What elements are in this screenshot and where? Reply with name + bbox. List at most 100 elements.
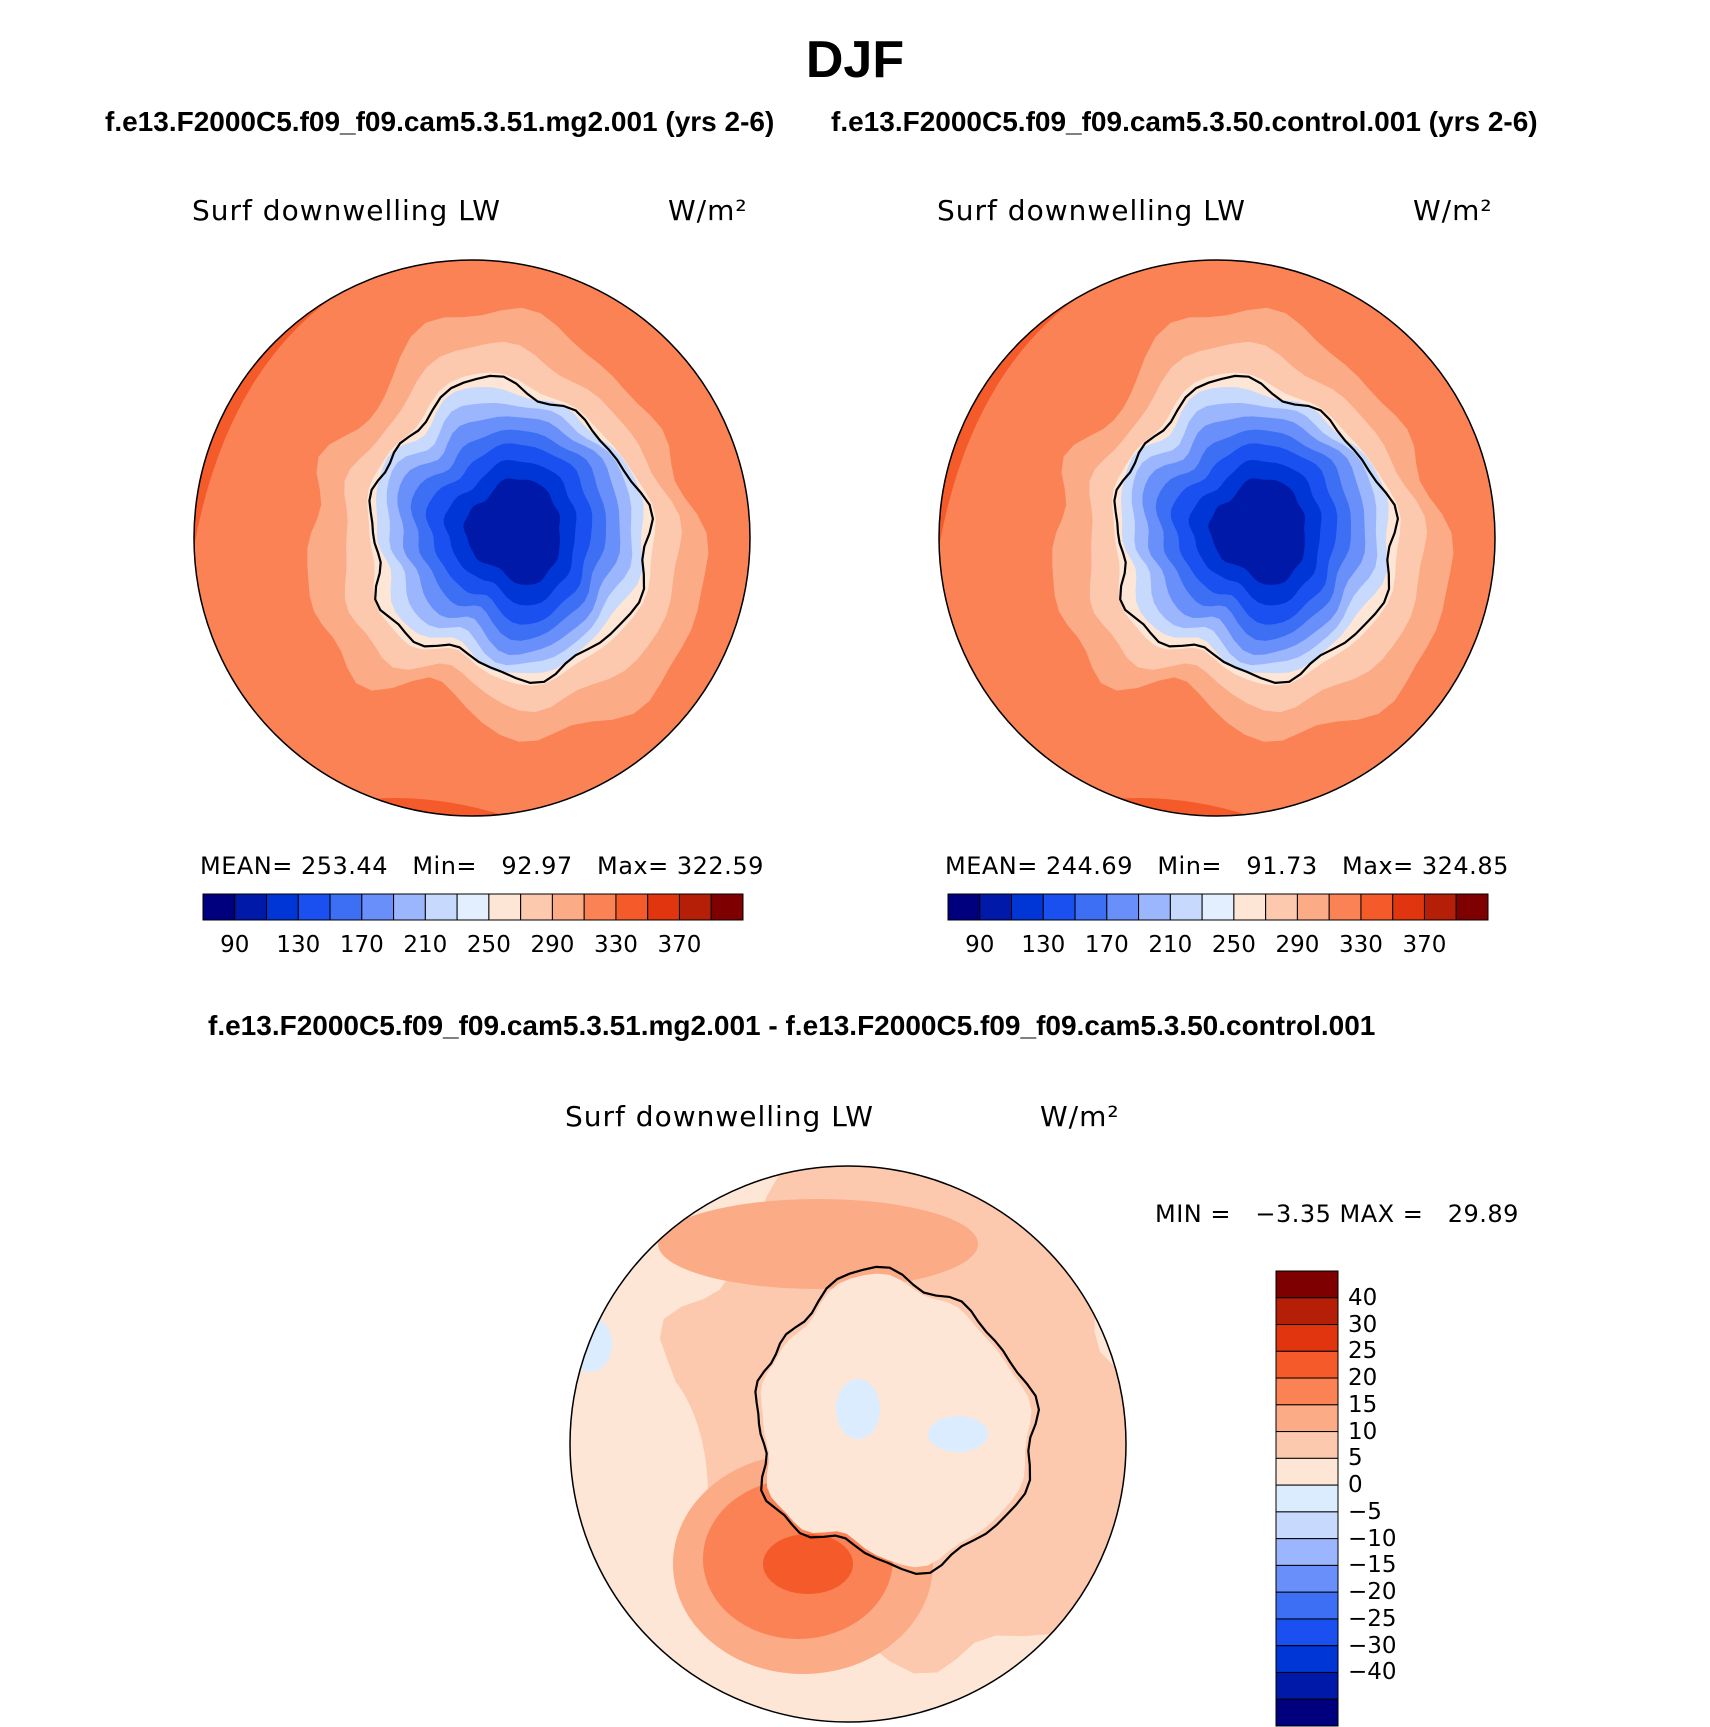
panel3-colorbar xyxy=(1275,1270,1339,1727)
colorbar-swatch xyxy=(1275,1324,1339,1352)
map-border xyxy=(569,1165,1127,1723)
colorbar-tick-label: 170 xyxy=(339,932,384,958)
colorbar-tick-label: 370 xyxy=(657,932,702,958)
colorbar-swatch xyxy=(393,893,426,921)
panel2-colorbar xyxy=(947,893,1489,921)
colorbar-swatch xyxy=(1328,893,1362,921)
colorbar-tick-label: 250 xyxy=(466,932,511,958)
colorbar-swatch xyxy=(710,893,744,921)
colorbar-swatch xyxy=(1201,893,1235,921)
panel1-colorbar-ticks: 90 130 170 210 250 290 330 370 xyxy=(203,932,743,962)
panel2-variable: Surf downwelling LW xyxy=(937,194,1246,227)
diff-warm-north xyxy=(658,1199,978,1289)
colorbar-swatch xyxy=(1275,1671,1339,1700)
colorbar-tick-label: 330 xyxy=(593,932,638,958)
panel2-map xyxy=(938,259,1496,817)
colorbar-tick-label: −30 xyxy=(1348,1632,1397,1659)
diff-cold-patch-west xyxy=(570,1316,612,1372)
colorbar-swatch xyxy=(1275,1297,1339,1326)
panel1-colorbar xyxy=(202,893,744,921)
colorbar-swatch xyxy=(1275,1457,1339,1486)
map-border xyxy=(938,259,1496,817)
colorbar-swatch xyxy=(947,893,981,921)
map-field xyxy=(570,1166,1126,1722)
colorbar-swatch xyxy=(202,893,236,921)
colorbar-swatch xyxy=(1275,1645,1339,1673)
colorbar-swatch xyxy=(1106,893,1140,921)
panel1-stats: MEAN= 253.44 Min= 92.97 Max= 322.59 xyxy=(200,852,764,880)
diff-cold-patch-east xyxy=(928,1416,988,1452)
colorbar-swatch xyxy=(1138,893,1171,921)
colorbar-swatch xyxy=(456,893,490,921)
colorbar-swatch xyxy=(1275,1591,1339,1620)
colorbar-swatch xyxy=(1275,1377,1339,1406)
colorbar-swatch xyxy=(583,893,617,921)
colorbar-swatch xyxy=(1074,893,1108,921)
colorbar-swatch xyxy=(297,893,331,921)
colorbar-tick-label: 330 xyxy=(1338,932,1383,958)
diff-cold-patch-center xyxy=(836,1379,880,1439)
colorbar-tick-label: −20 xyxy=(1348,1579,1397,1606)
colorbar-swatch xyxy=(678,893,712,921)
colorbar-tick-label: 90 xyxy=(965,932,995,958)
colorbar-swatch xyxy=(1169,893,1203,921)
colorbar-tick-label: −5 xyxy=(1348,1498,1382,1525)
map-field xyxy=(939,260,1495,816)
colorbar-swatch xyxy=(424,893,458,921)
colorbar-swatch xyxy=(1360,893,1394,921)
panel3-variable: Surf downwelling LW xyxy=(565,1100,874,1133)
colorbar-tick-label: −10 xyxy=(1348,1525,1397,1552)
panel3-stats: MIN = −3.35 MAX = 29.89 xyxy=(1155,1200,1519,1228)
colorbar-tick-label: 90 xyxy=(220,932,250,958)
colorbar-swatch xyxy=(361,893,395,921)
colorbar-swatch xyxy=(1392,893,1425,921)
colorbar-swatch xyxy=(1275,1350,1339,1379)
panel1-units: W/m² xyxy=(668,194,748,227)
colorbar-tick-label: −15 xyxy=(1348,1552,1397,1579)
colorbar-swatch xyxy=(1275,1618,1339,1647)
colorbar-swatch xyxy=(1455,893,1489,921)
colorbar-swatch xyxy=(1275,1511,1339,1540)
colorbar-swatch xyxy=(1011,893,1044,921)
colorbar-tick-label: 290 xyxy=(1275,932,1320,958)
diff-title: f.e13.F2000C5.f09_f09.cam5.3.51.mg2.001 … xyxy=(208,1010,1376,1041)
colorbar-swatch xyxy=(234,893,268,921)
coastline xyxy=(1113,374,1400,685)
colorbar-tick-label: 10 xyxy=(1348,1418,1378,1445)
colorbar-tick-label: 30 xyxy=(1348,1311,1378,1338)
colorbar-tick-label: −25 xyxy=(1348,1605,1397,1632)
colorbar-swatch xyxy=(1042,893,1076,921)
colorbar-swatch xyxy=(1275,1698,1339,1727)
panel2-colorbar-ticks: 90 130 170 210 250 290 330 370 xyxy=(948,932,1488,962)
colorbar-tick-label: −40 xyxy=(1348,1659,1397,1686)
map-field xyxy=(194,260,750,816)
colorbar-swatch xyxy=(329,893,363,921)
colorbar-swatch xyxy=(520,893,553,921)
colorbar-swatch xyxy=(1233,893,1267,921)
colorbar-tick-label: 40 xyxy=(1348,1284,1378,1311)
colorbar-tick-label: 210 xyxy=(1148,932,1193,958)
panel1-variable: Surf downwelling LW xyxy=(192,194,501,227)
colorbar-tick-label: 210 xyxy=(403,932,448,958)
ice-level-7 xyxy=(463,478,561,585)
diff-warm-level-4 xyxy=(763,1534,853,1594)
colorbar-tick-label: 15 xyxy=(1348,1391,1378,1418)
colorbar-swatch xyxy=(551,893,585,921)
panel3-units: W/m² xyxy=(1040,1100,1120,1133)
panel2-units: W/m² xyxy=(1413,194,1493,227)
subtitle-right: f.e13.F2000C5.f09_f09.cam5.3.50.control.… xyxy=(831,106,1538,137)
colorbar-tick-label: 130 xyxy=(276,932,321,958)
colorbar-tick-label: 0 xyxy=(1348,1472,1363,1499)
colorbar-tick-label: 290 xyxy=(530,932,575,958)
colorbar-swatch xyxy=(1265,893,1298,921)
colorbar-tick-label: 5 xyxy=(1348,1445,1363,1472)
colorbar-tick-label: 130 xyxy=(1021,932,1066,958)
subtitle-left: f.e13.F2000C5.f09_f09.cam5.3.51.mg2.001 … xyxy=(105,106,775,137)
panel3-map xyxy=(569,1165,1127,1723)
figure-title: DJF xyxy=(805,31,905,89)
colorbar-swatch xyxy=(647,893,680,921)
panel2-stats: MEAN= 244.69 Min= 91.73 Max= 324.85 xyxy=(945,852,1509,880)
ice-level-7 xyxy=(1208,478,1306,585)
colorbar-swatch xyxy=(1275,1270,1339,1299)
colorbar-swatch xyxy=(1275,1431,1339,1459)
